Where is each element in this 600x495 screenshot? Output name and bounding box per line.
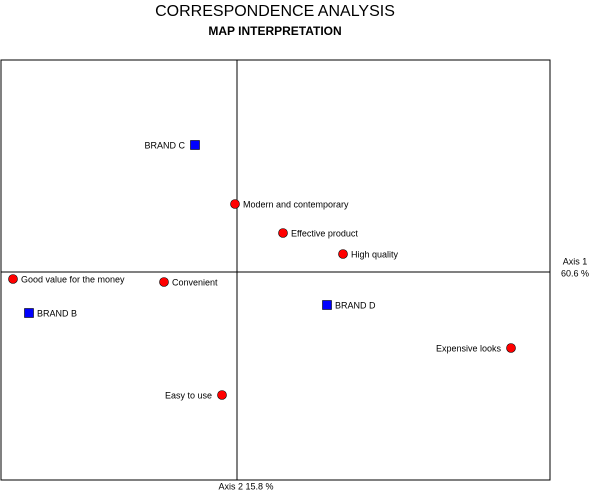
point-label: Good value for the money [21,274,125,284]
point-label: Modern and contemporary [243,199,349,209]
attribute-marker [230,199,240,209]
x-axis-label: 60.6 % [561,268,589,278]
attribute-marker [217,390,227,400]
brand-marker [24,308,34,318]
point-label: BRAND D [335,300,376,310]
attribute-marker [506,343,516,353]
plot-frame [0,59,551,481]
attribute-marker [278,228,288,238]
point-label: Convenient [172,277,218,287]
attribute-marker [338,249,348,259]
point-label: Effective product [291,228,358,238]
attribute-marker [8,274,18,284]
point-label: High quality [351,249,399,259]
point-label: BRAND B [37,308,77,318]
brand-marker [322,300,332,310]
attribute-marker [159,277,169,287]
chart-subtitle: MAP INTERPRETATION [208,24,341,38]
x-axis-label: Axis 1 [563,256,588,266]
point-label: Expensive looks [436,343,502,353]
point-label: BRAND C [144,140,185,150]
point-label: Easy to use [165,390,212,400]
brand-marker [190,140,200,150]
chart-title: CORRESPONDENCE ANALYSIS [155,3,395,20]
y-axis-label: Axis 2 15.8 % [218,481,273,491]
